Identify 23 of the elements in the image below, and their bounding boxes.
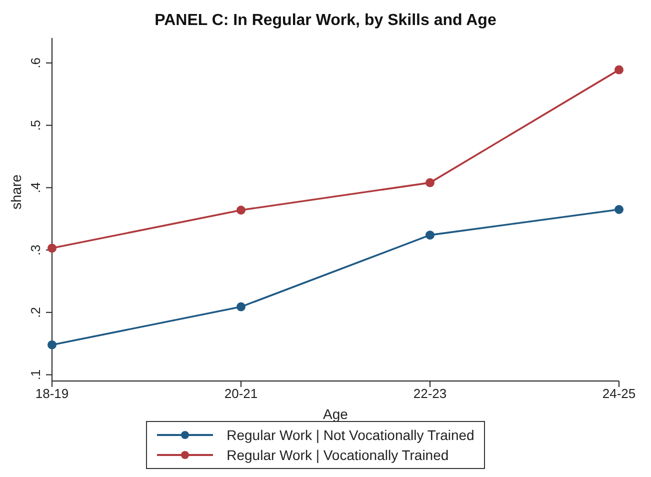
point xyxy=(236,206,246,215)
point xyxy=(48,244,56,253)
x-axis-title: Age xyxy=(323,406,348,422)
point xyxy=(426,178,434,188)
y-tick-label: .2 xyxy=(28,306,43,318)
y-tick-label: .1 xyxy=(28,369,43,380)
point xyxy=(614,65,624,74)
legend-label: Regular Work | Vocationally Trained xyxy=(226,447,449,463)
x-tick-label: 18-19 xyxy=(35,386,69,402)
y-axis-title: share xyxy=(8,174,24,210)
y-tick-label: .3 xyxy=(28,244,43,256)
chart-title: PANEL C: In Regular Work, by Skills and Age xyxy=(154,11,498,31)
x-tick-label: 24-25 xyxy=(602,386,636,402)
point xyxy=(426,230,434,240)
x-tick-label: 22-23 xyxy=(413,386,447,402)
point xyxy=(48,340,56,350)
y-tick-label: .5 xyxy=(28,120,43,131)
y-tick-label: .4 xyxy=(28,182,43,194)
legend-label: Regular Work | Not Vocationally Trained xyxy=(226,427,474,443)
point xyxy=(236,302,246,312)
point xyxy=(614,205,624,214)
x-tick-label: 20-21 xyxy=(224,386,258,402)
y-tick-label: .6 xyxy=(28,58,43,68)
